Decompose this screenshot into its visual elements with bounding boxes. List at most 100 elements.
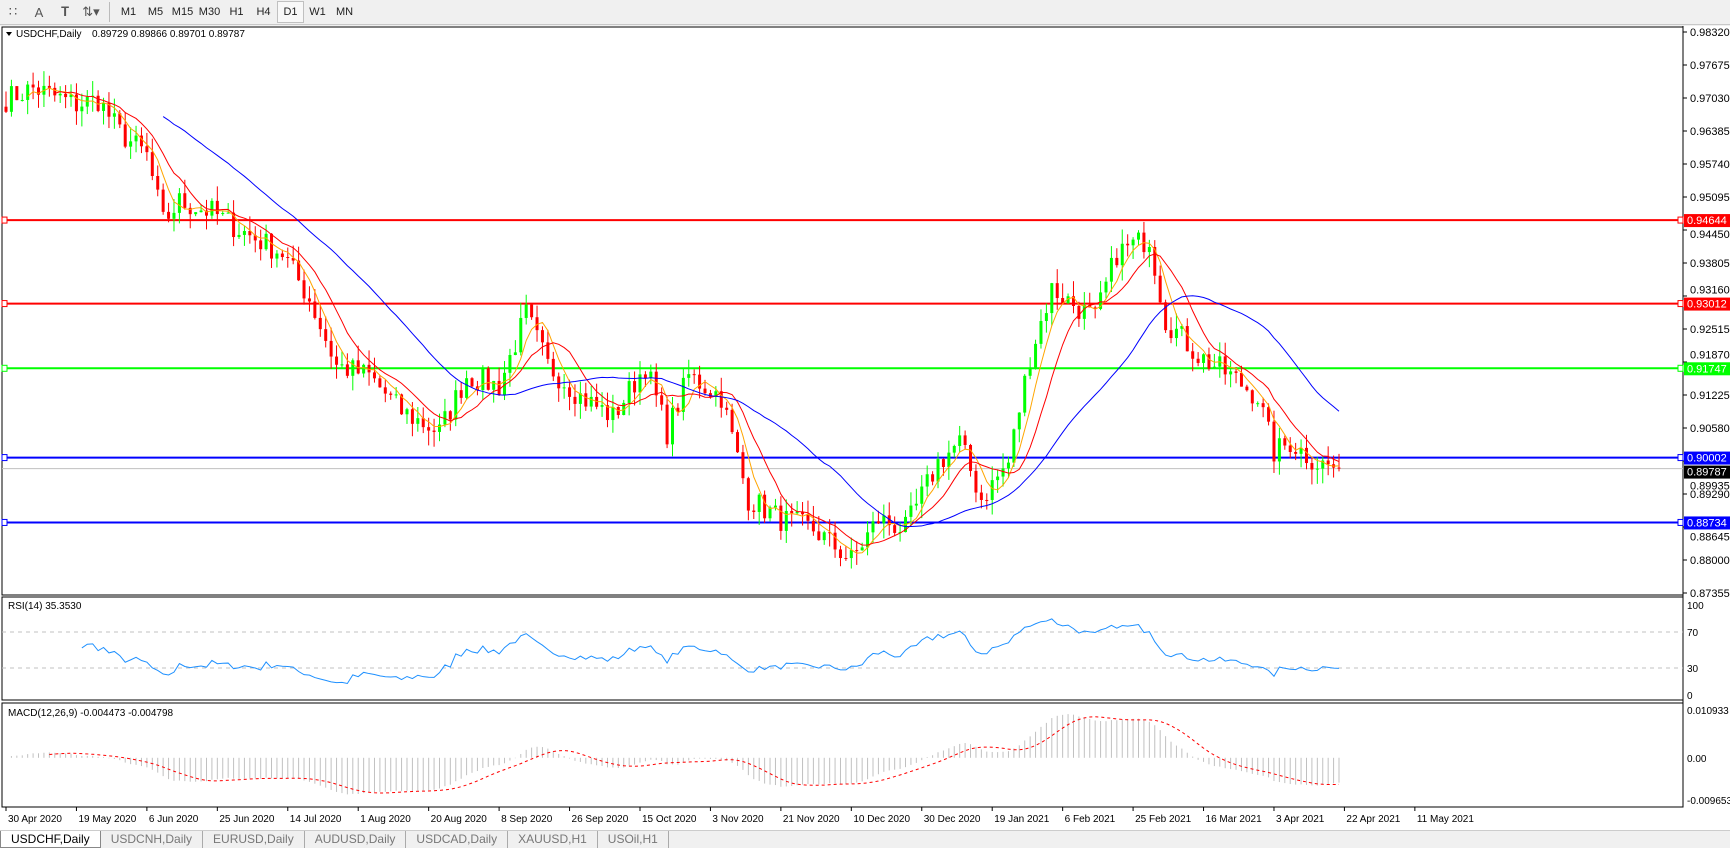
candle-body xyxy=(64,93,68,98)
candle-body xyxy=(53,87,57,96)
candle-body xyxy=(47,85,51,88)
level-price-badge xyxy=(1684,362,1730,376)
candle-body xyxy=(611,406,615,421)
candle-body xyxy=(513,352,517,356)
candle-body xyxy=(270,233,274,259)
candle-body xyxy=(389,393,393,395)
candle-body xyxy=(291,258,295,261)
level-handle xyxy=(1,364,8,372)
candle-body xyxy=(318,317,322,330)
price-tick-label: 0.94450 xyxy=(1690,229,1730,241)
period-m30[interactable]: M30 xyxy=(198,6,221,18)
date-tick-label: 30 Apr 2020 xyxy=(8,814,62,825)
candle-body xyxy=(687,374,691,378)
price-tick-label: 0.95740 xyxy=(1690,159,1730,171)
candle-body xyxy=(9,86,13,112)
candle-body xyxy=(183,193,187,208)
candle-body xyxy=(833,532,837,550)
candle-body xyxy=(958,435,962,446)
tab-usdchf-daily[interactable]: USDCHF,Daily xyxy=(0,831,101,848)
tab-usoil-h1[interactable]: USOil,H1 xyxy=(598,831,669,848)
candle-body xyxy=(307,298,311,302)
text-label-icon[interactable]: 𝐓 xyxy=(60,4,70,19)
candle-body xyxy=(1239,372,1243,387)
candle-body xyxy=(757,494,761,512)
candle-body xyxy=(963,435,967,445)
candle-body xyxy=(568,387,572,397)
candle-body xyxy=(605,405,609,421)
candle-body xyxy=(736,432,740,453)
candle-body xyxy=(535,317,539,331)
price-tick-label: 0.93160 xyxy=(1690,285,1730,297)
candle-body xyxy=(838,549,842,559)
candle-body xyxy=(990,480,994,500)
candle-body xyxy=(849,550,853,559)
chart-tabs: USDCHF,Daily USDCNH,Daily EURUSD,Daily AUDU… xyxy=(0,830,1730,848)
candle-body xyxy=(351,360,355,376)
candle-body xyxy=(481,368,485,391)
candle-body xyxy=(96,95,100,111)
chart-canvas[interactable]: 0.98320 0.97675 0.97030 0.96385 0.95740 0.950… xyxy=(0,26,1730,830)
tab-xauusd-h1[interactable]: XAUUSD,H1 xyxy=(508,831,598,848)
period-h1[interactable]: H1 xyxy=(229,6,244,18)
candle-body xyxy=(1023,375,1027,413)
candle-body xyxy=(725,407,729,410)
rsi-tick-label: 0 xyxy=(1687,691,1693,702)
period-m15[interactable]: M15 xyxy=(171,6,194,18)
price-tick-label: 0.97030 xyxy=(1690,93,1730,105)
candle-body xyxy=(372,372,376,379)
main-chart-panel xyxy=(1,26,1684,596)
candle-body xyxy=(1082,304,1086,319)
candle-body xyxy=(1299,447,1303,454)
candle-body xyxy=(188,207,192,215)
period-m5[interactable]: M5 xyxy=(147,6,164,18)
candle-body xyxy=(1055,283,1059,299)
candle-body xyxy=(259,240,263,250)
candle-body xyxy=(1153,246,1157,276)
date-tick-label: 1 Aug 2020 xyxy=(360,814,411,825)
candle-body xyxy=(508,355,512,373)
candle-body xyxy=(671,407,674,445)
candle-body xyxy=(102,103,106,111)
candles xyxy=(4,71,1341,569)
rsi-panel xyxy=(1,596,1684,701)
candle-body xyxy=(80,106,84,112)
level-price-label: 0.88734 xyxy=(1687,517,1727,529)
collapse-triangle-icon xyxy=(6,32,12,36)
price-tick-label: 0.95095 xyxy=(1690,192,1730,204)
tab-audusd-daily[interactable]: AUDUSD,Daily xyxy=(305,831,407,848)
period-mn[interactable]: MN xyxy=(335,6,354,18)
candle-body xyxy=(459,390,463,398)
period-h4[interactable]: H4 xyxy=(256,6,271,18)
candle-body xyxy=(1115,257,1119,266)
candle-body xyxy=(562,387,566,389)
tab-usdcnh-daily[interactable]: USDCNH,Daily xyxy=(101,831,204,848)
grid-icon[interactable]: ∷ xyxy=(8,4,18,19)
rsi-tick-label: 30 xyxy=(1687,664,1699,675)
tab-eurusd-daily[interactable]: EURUSD,Daily xyxy=(203,831,305,848)
candle-body xyxy=(37,87,41,95)
candle-body xyxy=(454,390,458,420)
period-w1[interactable]: W1 xyxy=(309,6,326,18)
candle-body xyxy=(530,304,534,318)
candle-body xyxy=(1028,367,1032,376)
candle-body xyxy=(26,84,30,100)
candle-body xyxy=(920,486,924,504)
candle-body xyxy=(194,212,198,215)
candle-body xyxy=(1066,296,1070,304)
period-m1[interactable]: M1 xyxy=(120,6,137,18)
candle-body xyxy=(1294,451,1298,454)
candle-body xyxy=(232,212,236,238)
rsi-tick-label: 100 xyxy=(1687,601,1704,612)
arrows-icon[interactable]: ⇅▾ xyxy=(82,4,100,19)
candle-body xyxy=(383,387,387,394)
text-icon[interactable]: A xyxy=(34,4,44,20)
candle-body xyxy=(1158,275,1162,303)
candle-body xyxy=(226,212,230,214)
candle-body xyxy=(698,374,702,389)
chart-window[interactable]: 0.98320 0.97675 0.97030 0.96385 0.95740 0.950… xyxy=(0,26,1730,830)
date-tick-label: 21 Nov 2020 xyxy=(783,814,840,825)
period-d1[interactable]: D1 xyxy=(277,1,304,23)
tab-usdcad-daily[interactable]: USDCAD,Daily xyxy=(406,831,509,848)
price-tick-label: 0.88645 xyxy=(1690,531,1730,543)
